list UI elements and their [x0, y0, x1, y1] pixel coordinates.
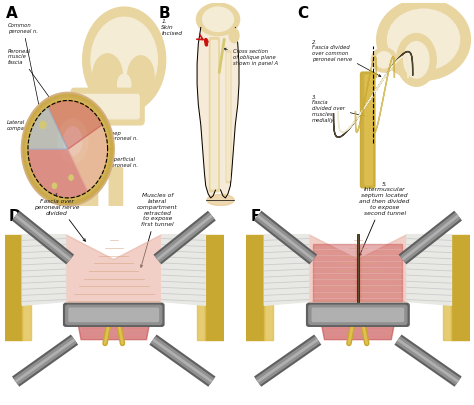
Text: Common
peroneal n.: Common peroneal n.: [8, 23, 42, 123]
Polygon shape: [356, 58, 376, 133]
Polygon shape: [338, 58, 408, 133]
Ellipse shape: [388, 10, 460, 71]
Text: 5.
Intermuscular
septum located
and then divided
to expose
second tunnel: 5. Intermuscular septum located and then…: [359, 181, 410, 256]
Circle shape: [352, 308, 364, 318]
Ellipse shape: [377, 0, 470, 81]
Text: Anterior
compartment: Anterior compartment: [90, 96, 143, 148]
FancyBboxPatch shape: [211, 42, 218, 190]
Ellipse shape: [82, 8, 165, 113]
Text: Superficial
peroneal n.: Superficial peroneal n.: [57, 157, 137, 185]
Ellipse shape: [128, 57, 154, 97]
FancyBboxPatch shape: [361, 73, 375, 188]
Circle shape: [69, 176, 73, 181]
Ellipse shape: [229, 30, 239, 44]
Polygon shape: [334, 52, 413, 138]
Text: Lateral
compartment: Lateral compartment: [6, 120, 42, 159]
FancyBboxPatch shape: [226, 51, 231, 183]
Text: Peroneal
muscle
fascia: Peroneal muscle fascia: [8, 49, 53, 103]
Text: Deep
peroneal n.: Deep peroneal n.: [73, 130, 137, 177]
Circle shape: [349, 305, 367, 321]
FancyBboxPatch shape: [76, 95, 139, 119]
Text: 3.
Fascia
divided over
muscles
medially: 3. Fascia divided over muscles medially: [312, 94, 373, 122]
Ellipse shape: [397, 34, 436, 87]
FancyBboxPatch shape: [312, 308, 403, 322]
Text: 4.
Fascia over
peroneal nerve
divided: 4. Fascia over peroneal nerve divided: [34, 193, 85, 242]
Text: A: A: [6, 6, 18, 21]
Polygon shape: [318, 305, 398, 340]
FancyBboxPatch shape: [78, 154, 98, 209]
Wedge shape: [48, 101, 102, 150]
Ellipse shape: [376, 53, 392, 69]
FancyBboxPatch shape: [307, 304, 409, 326]
Ellipse shape: [92, 55, 122, 99]
Polygon shape: [309, 235, 407, 317]
Text: Cross section
of oblique plane
shown in panel A: Cross section of oblique plane shown in …: [224, 49, 278, 66]
Wedge shape: [28, 108, 68, 150]
Ellipse shape: [207, 195, 234, 206]
FancyBboxPatch shape: [69, 308, 158, 322]
Circle shape: [21, 93, 114, 207]
Ellipse shape: [203, 8, 234, 32]
Circle shape: [27, 99, 109, 200]
Polygon shape: [407, 235, 451, 305]
Text: Intermuscular
septum: Intermuscular septum: [83, 76, 144, 132]
Circle shape: [40, 122, 46, 129]
Ellipse shape: [404, 43, 429, 79]
Polygon shape: [23, 95, 112, 205]
FancyBboxPatch shape: [227, 54, 230, 181]
Text: E: E: [251, 209, 261, 224]
Wedge shape: [28, 150, 88, 198]
Polygon shape: [74, 305, 153, 340]
Circle shape: [52, 183, 57, 189]
Ellipse shape: [91, 18, 157, 103]
Wedge shape: [68, 126, 108, 192]
Text: C: C: [298, 6, 309, 21]
Text: 1.
Skin
Incised: 1. Skin Incised: [161, 19, 182, 35]
Polygon shape: [374, 58, 394, 133]
Circle shape: [108, 308, 119, 318]
FancyBboxPatch shape: [309, 305, 407, 324]
FancyBboxPatch shape: [109, 168, 122, 209]
Circle shape: [105, 305, 122, 321]
FancyBboxPatch shape: [66, 305, 162, 324]
Polygon shape: [313, 245, 356, 302]
Ellipse shape: [118, 75, 131, 95]
Ellipse shape: [196, 4, 240, 36]
Ellipse shape: [371, 49, 397, 73]
Text: Muscles of
lateral
compartment
retracted
to expose
first tunnel: Muscles of lateral compartment retracted…: [137, 193, 178, 268]
Text: B: B: [159, 6, 171, 21]
FancyBboxPatch shape: [365, 76, 372, 185]
FancyBboxPatch shape: [210, 38, 219, 192]
Ellipse shape: [58, 119, 88, 164]
Ellipse shape: [64, 128, 82, 156]
Polygon shape: [197, 28, 239, 198]
Polygon shape: [22, 235, 66, 305]
Polygon shape: [264, 235, 309, 305]
Text: D: D: [9, 209, 22, 224]
Polygon shape: [360, 245, 402, 302]
FancyBboxPatch shape: [71, 89, 144, 126]
FancyBboxPatch shape: [64, 304, 164, 326]
Polygon shape: [66, 235, 162, 317]
Text: 2.
Fascia divided
over common
peroneal nerve: 2. Fascia divided over common peroneal n…: [312, 39, 381, 77]
Polygon shape: [162, 235, 205, 305]
